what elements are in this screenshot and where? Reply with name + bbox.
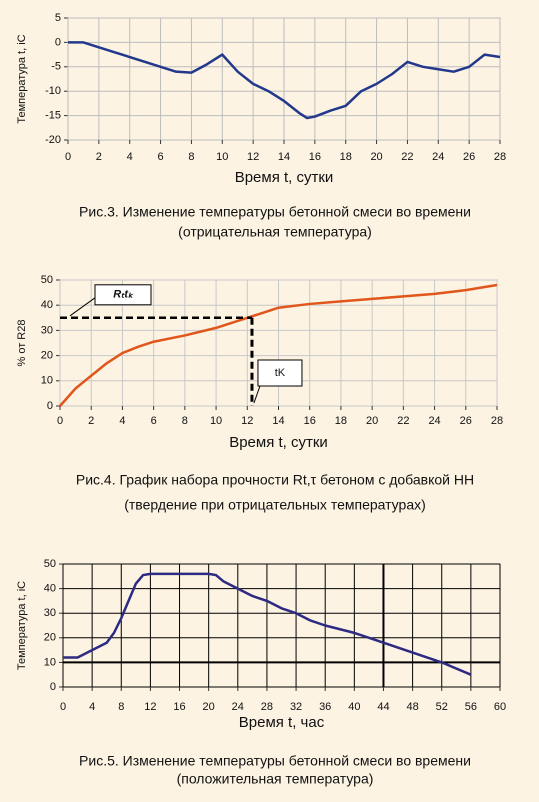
x-tick-label: 0 — [65, 151, 71, 163]
x-tick-label: 12 — [241, 415, 253, 427]
y-tick-label: 20 — [44, 632, 56, 644]
y-tick-label: 0 — [50, 681, 56, 693]
callout-line — [69, 297, 96, 317]
y-tick-label: 50 — [41, 274, 53, 286]
x-tick-label: 18 — [335, 415, 347, 427]
x-tick-label: 22 — [401, 151, 413, 163]
y-tick-label: 40 — [44, 583, 56, 595]
x-tick-label: 40 — [348, 701, 360, 713]
x-tick-label: 2 — [88, 415, 94, 427]
x-tick-label: 18 — [340, 151, 352, 163]
x-tick-label: 20 — [366, 415, 378, 427]
y-axis-label: Температура t, iC — [16, 34, 28, 123]
x-tick-label: 16 — [309, 151, 321, 163]
y-tick-label: 20 — [41, 350, 53, 362]
x-tick-label: 28 — [491, 415, 503, 427]
y-tick-label: -10 — [45, 85, 61, 97]
x-tick-label: 24 — [428, 415, 440, 427]
x-axis-label: Время t, сутки — [235, 169, 334, 186]
plot-area — [62, 563, 501, 688]
y-tick-label: 5 — [55, 12, 61, 24]
y-tick-label: 40 — [41, 299, 53, 311]
x-tick-label: 14 — [278, 151, 290, 163]
callout-label: tK — [275, 367, 286, 379]
y-tick-label: -20 — [45, 134, 61, 146]
x-tick-label: 4 — [127, 151, 133, 163]
callout-label: Rₜtₖ — [113, 289, 134, 301]
x-tick-label: 4 — [119, 415, 125, 427]
x-tick-label: 28 — [261, 701, 273, 713]
caption: (отрицательная температура) — [178, 224, 372, 240]
x-tick-label: 24 — [432, 151, 444, 163]
x-tick-label: 8 — [182, 415, 188, 427]
callout-line — [253, 385, 261, 404]
x-tick-label: 10 — [210, 415, 222, 427]
y-axis-label: % от R28 — [16, 320, 28, 367]
data-line — [68, 41, 501, 120]
y-tick-label: 30 — [44, 607, 56, 619]
x-tick-label: 56 — [465, 701, 477, 713]
caption: Рис.5. Изменение температуры бетонной см… — [79, 753, 471, 769]
x-tick-label: 0 — [60, 701, 66, 713]
x-tick-label: 32 — [290, 701, 302, 713]
x-tick-label: 6 — [158, 151, 164, 163]
y-tick-label: -5 — [51, 61, 61, 73]
x-tick-label: 22 — [397, 415, 409, 427]
x-tick-label: 6 — [151, 415, 157, 427]
y-tick-label: 10 — [41, 375, 53, 387]
y-tick-label: 10 — [44, 656, 56, 668]
caption: (положительная температура) — [177, 771, 374, 787]
callout-box — [94, 284, 152, 306]
x-tick-label: 12 — [247, 151, 259, 163]
x-tick-label: 60 — [494, 701, 506, 713]
x-tick-label: 2 — [96, 151, 102, 163]
x-tick-label: 8 — [118, 701, 124, 713]
x-tick-label: 16 — [173, 701, 185, 713]
y-axis-label: Температура t, iC — [16, 581, 28, 670]
y-tick-label: 30 — [41, 324, 53, 336]
caption: Рис.4. График набора прочности Rt,τ бето… — [76, 472, 474, 488]
x-tick-label: 8 — [188, 151, 194, 163]
callout-box — [257, 359, 303, 387]
x-tick-label: 26 — [463, 151, 475, 163]
x-tick-label: 28 — [494, 151, 506, 163]
x-tick-label: 12 — [144, 701, 156, 713]
y-tick-label: 0 — [47, 400, 53, 412]
x-tick-label: 44 — [377, 701, 389, 713]
x-tick-label: 20 — [203, 701, 215, 713]
caption: (твердение при отрицательных температура… — [124, 497, 426, 513]
caption: Рис.3. Изменение температуры бетонной см… — [79, 204, 471, 220]
y-tick-label: -15 — [45, 110, 61, 122]
data-line — [63, 572, 472, 676]
x-tick-label: 24 — [232, 701, 244, 713]
x-tick-label: 4 — [89, 701, 95, 713]
y-tick-label: 50 — [44, 558, 56, 570]
x-tick-label: 36 — [319, 701, 331, 713]
x-tick-label: 20 — [370, 151, 382, 163]
x-tick-label: 0 — [57, 415, 63, 427]
x-tick-label: 48 — [406, 701, 418, 713]
x-tick-label: 10 — [216, 151, 228, 163]
x-axis-label: Время t, сутки — [229, 434, 328, 451]
x-axis-label: Время t, час — [239, 714, 325, 731]
x-tick-label: 16 — [304, 415, 316, 427]
x-tick-label: 52 — [436, 701, 448, 713]
x-tick-label: 14 — [272, 415, 284, 427]
y-tick-label: 0 — [55, 36, 61, 48]
x-tick-label: 26 — [460, 415, 472, 427]
